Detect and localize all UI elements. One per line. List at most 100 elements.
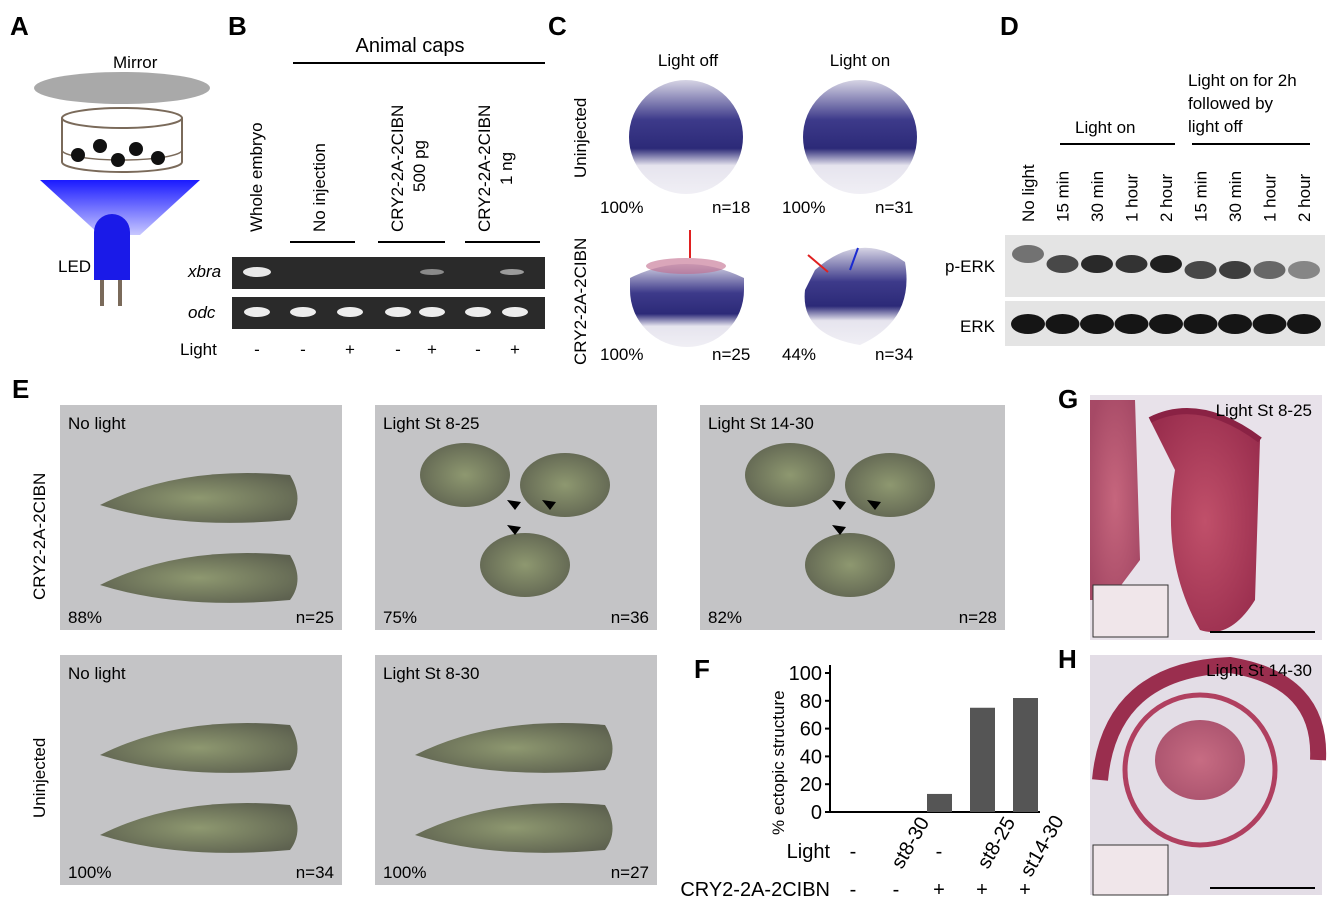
perk-band: [1288, 261, 1320, 279]
red-arrow: [807, 254, 829, 273]
arrowhead-icon: [542, 500, 556, 510]
lane-label: 15 min: [1054, 171, 1073, 222]
bar-3: [970, 707, 995, 812]
arrowhead-icon: [832, 525, 846, 535]
arrowhead-icon: [507, 500, 521, 510]
erk-band: [1114, 314, 1149, 334]
light-category: st8-25: [973, 813, 1020, 872]
blot-label-perk: p-ERK: [945, 257, 996, 276]
erk-band: [1045, 314, 1080, 334]
light-sign: -: [254, 340, 260, 359]
lane-cry2-1ng-line2: 1 ng: [497, 152, 516, 185]
panel-d: D Light on Light on for 2h followed by l…: [945, 11, 1325, 346]
light-sign: +: [427, 340, 437, 359]
lane-no-injection: No injection: [310, 143, 329, 232]
stat-pct: 100%: [782, 198, 825, 217]
light-category: st8-30: [887, 813, 934, 872]
animal-caps-title: Animal caps: [356, 35, 465, 57]
image-n: n=28: [959, 608, 997, 627]
y-tick-label: 40: [800, 746, 822, 768]
lane-cry2-500pg-line1: CRY2-2A-2CIBN: [388, 105, 407, 232]
inset-image: [1092, 844, 1169, 896]
arrowhead-icon: [867, 500, 881, 510]
perk-band: [1012, 245, 1044, 263]
image-title: No light: [68, 664, 126, 683]
panel-f-chart: F % ectopic structure 020406080100--st8-…: [680, 654, 1068, 901]
embryo-photo: No light 100% n=34: [60, 655, 342, 885]
panel-label-f: F: [694, 654, 710, 684]
row-cry2: CRY2-2A-2CIBN: [571, 238, 590, 365]
perk-band: [1046, 255, 1079, 273]
embryo-photo: Light St 8-25 75% n=36: [375, 405, 657, 630]
y-tick-label: 80: [800, 691, 822, 713]
panel-label-a: A: [10, 11, 29, 41]
stat-n: n=31: [875, 198, 913, 217]
stat-n: n=18: [712, 198, 750, 217]
light-category: -: [850, 841, 857, 863]
led-icon: [94, 214, 130, 306]
embryo-dots: [71, 139, 165, 167]
image-n: n=36: [611, 608, 649, 627]
lane-label: No light: [1019, 164, 1038, 222]
panel-a: A Mirror LED: [10, 11, 210, 306]
panel-label-g: G: [1058, 384, 1078, 414]
perk-band: [1115, 255, 1148, 273]
lane-label: 30 min: [1088, 171, 1107, 222]
image-title: Light St 14-30: [708, 414, 814, 433]
embryo-image: [804, 247, 907, 345]
perk-band: [1253, 261, 1286, 279]
petri-dish: [61, 107, 183, 173]
perk-band: [1150, 255, 1182, 273]
group-light-on: Light on: [1075, 118, 1136, 137]
erk-band: [1287, 314, 1321, 334]
cry-sign: -: [893, 879, 900, 901]
group-light-off-line1: Light on for 2h: [1188, 71, 1297, 90]
arrowhead-icon: [832, 500, 846, 510]
gene-xbra: xbra: [187, 262, 221, 281]
gel-xbra: [232, 257, 545, 289]
y-axis-label: % ectopic structure: [769, 690, 788, 835]
lane-label: 1 hour: [1123, 173, 1142, 222]
image-title: Light St 8-25: [383, 414, 479, 433]
panel-label-d: D: [1000, 11, 1019, 41]
panel-label-e: E: [12, 374, 29, 404]
col-light-on: Light on: [830, 51, 891, 70]
row-cry2: CRY2-2A-2CIBN: [30, 473, 49, 600]
stat-n: n=25: [712, 345, 750, 364]
y-tick-label: 0: [811, 802, 822, 824]
light-cone: [40, 180, 200, 235]
panel-label-h: H: [1058, 644, 1077, 674]
stat-pct: 100%: [600, 345, 643, 364]
mirror-label: Mirror: [113, 53, 158, 72]
erk-band: [1218, 314, 1252, 334]
embryo-image: [630, 230, 744, 347]
row-uninjected: Uninjected: [30, 738, 49, 818]
row-label-light: Light: [787, 841, 831, 863]
image-n: n=27: [611, 863, 649, 882]
erk-band: [1080, 314, 1114, 334]
panel-label-b: B: [228, 11, 247, 41]
image-pct: 100%: [383, 863, 426, 882]
erk-band: [1011, 314, 1045, 334]
image-title: Light St 8-30: [383, 664, 479, 683]
stat-n: n=34: [875, 345, 913, 364]
col-light-off: Light off: [658, 51, 718, 70]
group-light-off-line2: followed by: [1188, 94, 1274, 113]
light-category: -: [936, 841, 943, 863]
stat-pct: 44%: [782, 345, 816, 364]
light-sign: +: [510, 340, 520, 359]
bar-4: [1013, 698, 1038, 812]
row-uninjected: Uninjected: [571, 98, 590, 178]
stat-pct: 100%: [600, 198, 643, 217]
y-tick-label: 100: [789, 663, 822, 685]
panel-label-c: C: [548, 11, 567, 41]
perk-band: [1184, 261, 1217, 279]
light-row-label: Light: [180, 340, 217, 359]
lane-label: 2 hour: [1295, 173, 1314, 222]
lane-label: 15 min: [1192, 171, 1211, 222]
image-pct: 82%: [708, 608, 742, 627]
image-n: n=34: [296, 863, 334, 882]
arrowhead-icon: [507, 525, 521, 535]
image-title: Light St 14-30: [1206, 661, 1312, 680]
cry-sign: +: [933, 879, 945, 901]
